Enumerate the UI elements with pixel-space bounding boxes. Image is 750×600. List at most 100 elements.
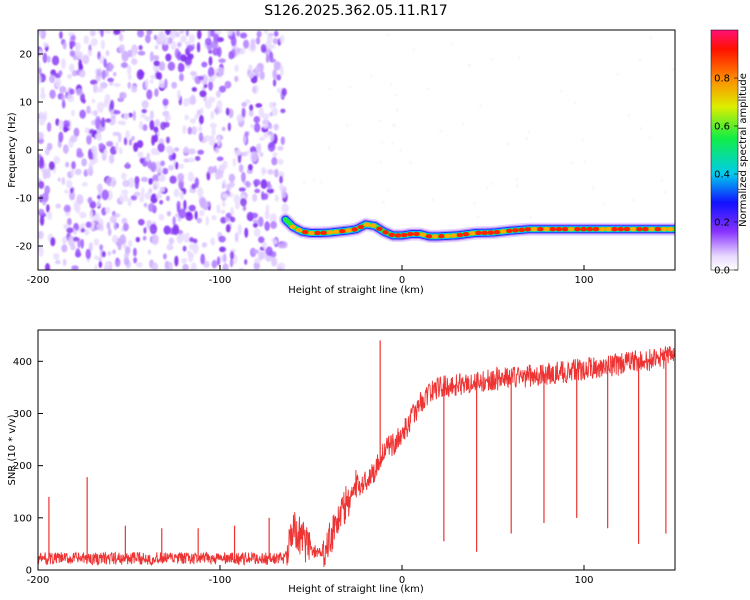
noise-speckle <box>254 66 260 76</box>
noise-speckle <box>110 146 117 155</box>
noise-speckle <box>185 30 189 37</box>
noise-speckle <box>69 135 78 143</box>
noise-speckle <box>328 146 331 150</box>
noise-speckle <box>211 259 218 269</box>
signal-peak <box>636 227 643 232</box>
noise-speckle <box>194 156 201 161</box>
noise-speckle <box>228 108 234 119</box>
noise-speckle <box>269 58 277 63</box>
snr-x-tick-label: -200 <box>27 575 50 586</box>
noise-speckle <box>55 118 60 126</box>
noise-speckle <box>58 131 64 143</box>
noise-speckle <box>187 251 194 263</box>
noise-speckle <box>151 134 156 146</box>
noise-speckle <box>84 228 90 236</box>
noise-speckle <box>277 158 284 165</box>
noise-speckle <box>184 146 189 152</box>
noise-speckle <box>107 227 112 237</box>
noise-speckle <box>387 188 390 192</box>
snr-y-label: SNR (10 * v/v) <box>7 414 18 485</box>
noise-speckle <box>162 98 169 106</box>
spectrogram-noise <box>38 30 674 270</box>
noise-speckle <box>477 215 480 219</box>
noise-speckle <box>261 168 267 174</box>
signal-peak <box>592 227 600 232</box>
noise-speckle <box>128 73 132 81</box>
noise-speckle <box>258 251 266 260</box>
noise-speckle <box>124 246 131 255</box>
noise-speckle <box>191 183 196 190</box>
noise-speckle <box>141 108 147 114</box>
noise-speckle <box>121 50 129 62</box>
noise-speckle <box>262 117 269 129</box>
noise-speckle <box>165 30 171 36</box>
noise-speckle <box>392 124 395 128</box>
noise-speckle <box>267 124 273 130</box>
noise-speckle <box>234 75 239 83</box>
noise-speckle <box>211 40 219 50</box>
noise-speckle <box>256 143 262 153</box>
noise-speckle <box>221 179 227 189</box>
noise-speckle <box>69 187 74 194</box>
noise-speckle <box>76 147 83 156</box>
noise-speckle <box>218 85 227 93</box>
noise-speckle <box>38 117 46 126</box>
noise-speckle <box>439 129 442 133</box>
noise-speckle <box>61 177 66 185</box>
noise-speckle <box>139 195 145 203</box>
noise-speckle <box>277 146 284 151</box>
noise-speckle <box>216 256 221 266</box>
noise-speckle <box>114 258 121 267</box>
noise-speckle <box>255 103 263 108</box>
noise-speckle <box>71 265 79 270</box>
noise-speckle <box>189 118 196 124</box>
noise-speckle <box>94 133 102 140</box>
noise-speckle <box>42 42 49 48</box>
noise-speckle <box>140 176 149 183</box>
noise-speckle <box>131 135 135 141</box>
noise-speckle <box>101 189 109 201</box>
signal-peak <box>419 232 426 237</box>
noise-speckle <box>62 144 69 154</box>
noise-speckle <box>152 174 160 183</box>
noise-speckle <box>227 30 233 36</box>
noise-speckle <box>239 48 246 55</box>
noise-speckle <box>86 134 92 145</box>
signal-peak <box>617 227 624 232</box>
noise-speckle <box>127 81 132 89</box>
spectrogram-y-tick-label: 10 <box>19 98 32 109</box>
noise-speckle <box>171 81 178 89</box>
noise-speckle <box>38 74 42 85</box>
noise-speckle <box>159 199 164 205</box>
noise-speckle <box>46 211 53 220</box>
signal-peak <box>667 227 674 232</box>
noise-speckle <box>238 164 244 173</box>
noise-speckle <box>208 80 214 91</box>
noise-speckle <box>144 116 151 122</box>
noise-speckle <box>121 30 125 33</box>
noise-speckle <box>256 37 261 45</box>
noise-speckle <box>143 227 147 234</box>
noise-speckle <box>158 138 165 145</box>
noise-speckle <box>137 30 145 38</box>
noise-speckle <box>525 136 528 140</box>
noise-speckle <box>108 154 115 164</box>
noise-speckle <box>237 224 242 236</box>
noise-speckle <box>205 215 209 226</box>
noise-speckle <box>90 79 98 85</box>
noise-speckle <box>54 259 61 265</box>
noise-speckle <box>169 30 176 37</box>
snr-frame <box>37 329 676 571</box>
noise-speckle <box>104 30 112 34</box>
noise-speckle <box>133 191 141 197</box>
noise-speckle <box>273 61 282 71</box>
signal-peak <box>660 227 668 232</box>
noise-speckle <box>88 242 93 252</box>
noise-speckle <box>150 161 157 173</box>
noise-speckle <box>172 152 177 161</box>
noise-speckle <box>198 75 205 81</box>
noise-speckle <box>42 168 48 180</box>
noise-speckle <box>86 105 91 115</box>
noise-speckle <box>163 253 167 260</box>
noise-speckle <box>153 184 158 191</box>
